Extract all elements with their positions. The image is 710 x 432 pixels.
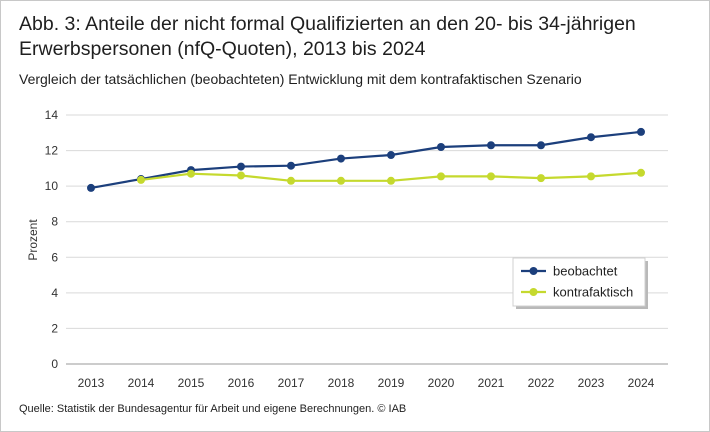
x-tick-label: 2023 xyxy=(578,376,605,390)
x-tick-label: 2016 xyxy=(228,376,255,390)
series-line-beobachtet xyxy=(90,130,642,190)
data-point-kontrafaktisch xyxy=(337,176,345,185)
legend-box xyxy=(512,257,646,307)
x-tick-label: 2019 xyxy=(378,376,405,390)
data-point-beobachtet xyxy=(637,127,645,136)
x-tick-label: 2020 xyxy=(428,376,455,390)
data-point-beobachtet xyxy=(237,162,245,171)
data-point-beobachtet xyxy=(487,141,495,150)
chart-title: Abb. 3: Anteile der nicht formal Qualifi… xyxy=(19,13,636,60)
data-point-kontrafaktisch xyxy=(637,168,645,177)
data-point-kontrafaktisch xyxy=(137,175,145,184)
y-tick-label: 2 xyxy=(51,321,58,335)
x-tick-label: 2018 xyxy=(328,376,355,390)
y-tick-label: 12 xyxy=(45,144,59,158)
y-tick-label: 10 xyxy=(45,179,59,193)
x-tick-label: 2014 xyxy=(128,376,155,390)
legend-label-kontrafaktisch: kontrafaktisch xyxy=(553,285,633,300)
data-point-beobachtet xyxy=(287,161,295,170)
data-point-kontrafaktisch xyxy=(237,171,245,180)
y-tick-label: 8 xyxy=(51,215,58,229)
data-point-beobachtet xyxy=(587,133,595,142)
data-point-kontrafaktisch xyxy=(537,174,545,183)
data-point-kontrafaktisch xyxy=(487,172,495,181)
x-tick-label: 2022 xyxy=(528,376,555,390)
y-tick-label: 6 xyxy=(51,250,58,264)
x-tick-label: 2015 xyxy=(178,376,205,390)
x-tick-label: 2024 xyxy=(628,376,655,390)
source-note: Quelle: Statistik der Bundesagentur für … xyxy=(19,403,407,415)
data-point-beobachtet xyxy=(387,151,395,160)
data-point-kontrafaktisch xyxy=(437,172,445,181)
y-tick-label: 0 xyxy=(51,357,58,371)
legend-marker-kontrafaktisch xyxy=(529,288,538,296)
data-point-kontrafaktisch xyxy=(187,169,195,178)
y-tick-label: 4 xyxy=(51,286,58,300)
data-point-kontrafaktisch xyxy=(387,176,395,185)
data-point-beobachtet xyxy=(87,183,95,192)
data-point-beobachtet xyxy=(437,143,445,152)
data-point-kontrafaktisch xyxy=(287,176,295,185)
chart-subtitle: Vergleich der tatsächlichen (beobachtete… xyxy=(19,71,582,87)
y-tick-label: 14 xyxy=(45,108,59,122)
y-axis-label: Prozent xyxy=(26,219,40,261)
legend-marker-beobachtet xyxy=(529,267,538,275)
legend-label-beobachtet: beobachtet xyxy=(553,264,618,279)
data-point-kontrafaktisch xyxy=(587,172,595,181)
data-point-beobachtet xyxy=(337,154,345,163)
x-tick-label: 2017 xyxy=(278,376,305,390)
x-tick-label: 2021 xyxy=(478,376,505,390)
data-point-beobachtet xyxy=(537,141,545,150)
x-tick-label: 2013 xyxy=(78,376,105,390)
